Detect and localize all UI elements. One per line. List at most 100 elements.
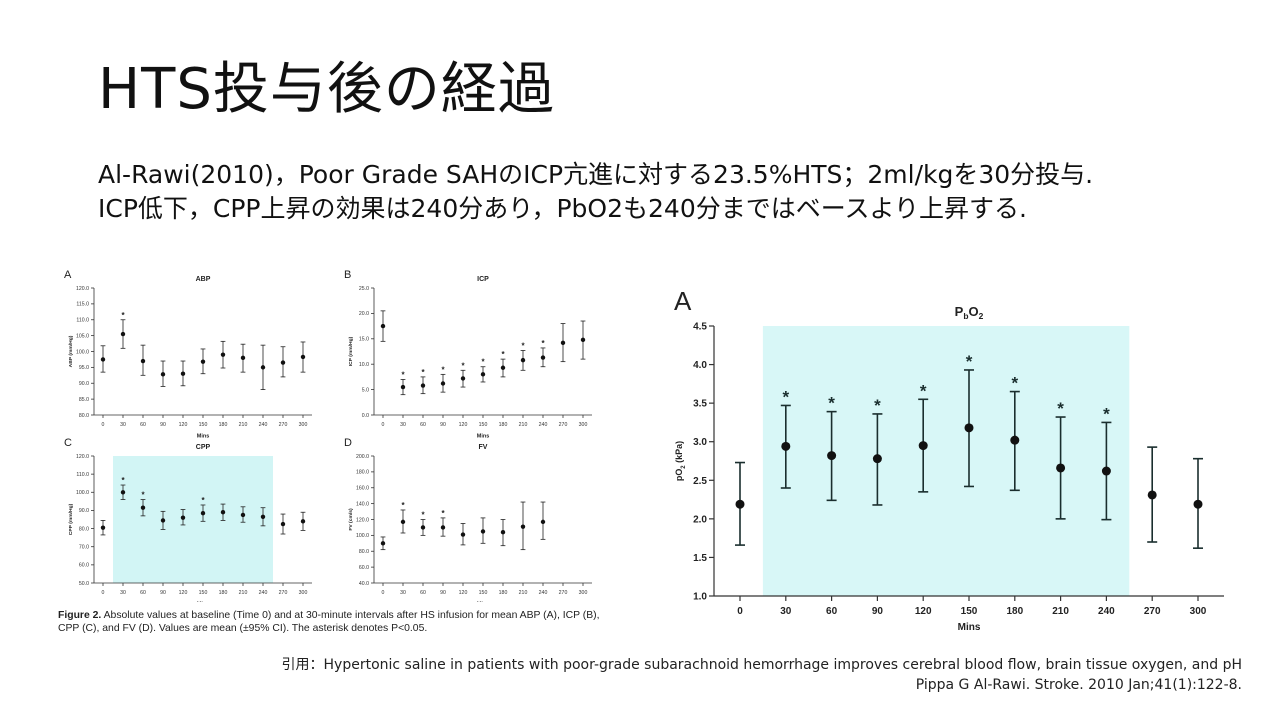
significance-asterisk: * [920,381,927,400]
x-tick-label: 0 [382,590,385,596]
x-tick-label: 300 [579,422,588,428]
x-tick-label: 120 [915,606,932,617]
x-tick-label: 90 [440,590,446,596]
data-point [140,358,146,364]
panel-letter: C [64,437,72,449]
y-axis-label: pO2 (kPa) [674,441,687,481]
x-tick-label: 180 [499,590,508,596]
x-tick-label: 180 [219,422,228,428]
y-tick-label: 40.0 [359,581,369,587]
data-point [964,423,974,433]
data-point [180,371,186,376]
chart-title-sub2: 2 [979,311,984,321]
chart-title-sub: b [963,311,968,321]
significance-asterisk: * [201,496,205,505]
chart-title-mid: O [969,304,979,319]
y-axis-label-main: pO [674,469,684,482]
infusion-window-shading [113,456,273,583]
significance-asterisk: * [401,501,405,510]
data-point [1101,466,1111,476]
x-tick-label: 120 [179,590,188,596]
y-tick-label: 200.0 [356,454,369,460]
data-point [160,518,166,523]
significance-asterisk: * [141,491,145,500]
y-axis-label: ICP (mm/Hg) [348,336,354,366]
y-tick-label: 4.0 [693,360,707,371]
data-point [460,376,466,381]
x-tick-label: 270 [279,590,288,596]
x-tick-label: 150 [479,590,488,596]
data-point [827,451,837,461]
significance-asterisk: * [1011,374,1018,393]
chart-title: ABP [196,276,211,283]
data-point [480,529,486,534]
x-tick-label: 300 [579,590,588,596]
x-axis-label: Mins [197,601,210,602]
data-point [200,510,206,516]
y-tick-label: 20.0 [359,311,369,317]
data-point [380,541,386,546]
fv-chart: 40.0 60.0 80.0 100.0 120.0 140.0 160.0 180.0 200… [344,437,592,602]
x-tick-label: 90 [440,422,446,428]
x-tick-label: 30 [780,606,792,617]
y-tick-label: 105.0 [76,333,89,339]
data-point [440,525,446,530]
y-tick-label: 3.0 [693,437,707,448]
data-point [280,521,286,527]
y-tick-label: 95.0 [79,365,89,371]
data-point [1193,499,1203,509]
y-axis-label: FV (cm/s) [348,508,354,531]
y-tick-label: 25.0 [359,286,369,292]
x-tick-label: 120 [459,422,468,428]
panel-letter: A [64,269,72,281]
y-tick-label: 10.0 [359,362,369,368]
y-tick-label: 80.0 [79,413,89,419]
y-tick-label: 180.0 [356,470,369,476]
x-tick-label: 240 [1098,606,1115,617]
panel-letter: A [674,286,692,316]
y-tick-label: 80.0 [79,526,89,532]
x-tick-label: 180 [499,422,508,428]
citation-line-1: 引用：Hypertonic saline in patients with po… [281,657,1242,673]
x-tick-label: 270 [559,590,568,596]
data-point [280,360,286,365]
x-tick-label: 270 [1144,606,1161,617]
citation-line-2: Pippa G Al-Rawi. Stroke. 2010 Jan;41(1):… [915,677,1242,693]
data-point [240,355,246,361]
significance-asterisk: * [421,368,425,377]
y-tick-label: 5.0 [362,387,369,393]
x-tick-label: 60 [420,590,426,596]
y-tick-label: 120.0 [76,454,89,460]
data-point [500,365,506,370]
figure-2-panels: 80.0 85.0 90.0 95.0 100.0 105.0 110.0 115.0 120.… [64,269,592,602]
y-tick-label: 0.0 [362,413,369,419]
x-tick-label: 90 [872,606,884,617]
x-tick-label: 90 [160,422,166,428]
figure-caption: Figure 2. Absolute values at baseline (T… [58,609,618,635]
significance-asterisk: * [121,311,125,320]
data-point [918,441,928,451]
y-tick-label: 115.0 [76,302,89,308]
body-text: Al-Rawi(2010)，Poor Grade SAHのICP亢進に対する23… [98,158,1248,226]
y-tick-label: 160.0 [356,486,369,492]
y-tick-label: 60.0 [79,563,89,569]
y-tick-label: 15.0 [359,337,369,343]
data-point [540,519,546,525]
panel-letter: D [344,437,352,449]
x-tick-label: 30 [120,590,126,596]
data-point [380,323,386,329]
y-tick-label: 4.5 [693,322,707,333]
chart-title-main: P [955,304,964,319]
data-point [240,512,246,518]
caption-text: Absolute values at baseline (Time 0) and… [58,610,600,634]
significance-asterisk: * [461,361,465,370]
x-tick-label: 240 [539,422,548,428]
y-tick-label: 120.0 [76,286,89,292]
significance-asterisk: * [1057,399,1064,418]
citation: 引用：Hypertonic saline in patients with po… [282,655,1242,695]
x-axis-label: Mins [477,601,490,602]
data-point [500,530,506,535]
data-point [480,372,486,377]
icp-chart: 0.0 5.0 10.0 15.0 20.0 25.0 0 30 60 90 120 150 180 21… [344,269,592,439]
panel-letter: B [344,269,351,281]
